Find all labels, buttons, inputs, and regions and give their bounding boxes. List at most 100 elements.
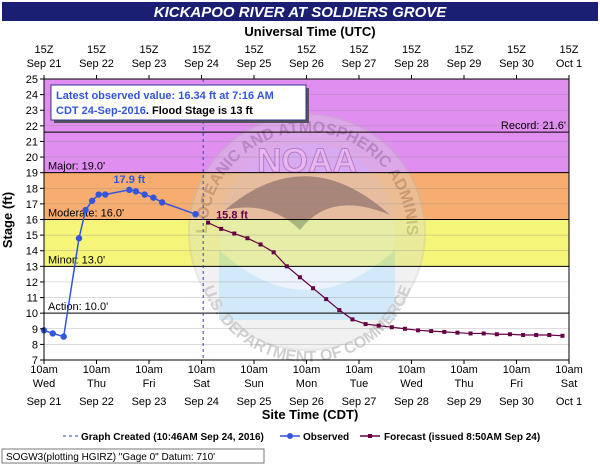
observed-point xyxy=(82,206,89,214)
forecast-point xyxy=(507,332,512,337)
band-minor xyxy=(44,219,569,267)
top-tick-date: Sep 23 xyxy=(132,58,167,70)
top-tick-date: Oct 1 xyxy=(556,58,582,70)
y-tick-label: 24 xyxy=(26,90,38,102)
flood-category-labels: Action: 10.0' Minor: 13.0' Moderate: 16.0'… xyxy=(48,120,566,313)
top-tick-date: Sep 28 xyxy=(394,58,429,70)
forecast-point xyxy=(206,220,211,225)
y-tick-label: 7 xyxy=(32,355,38,367)
latest-value-date: CDT 24-Sep-2016 xyxy=(56,105,146,117)
forecast-series-line xyxy=(207,222,563,337)
category-label-minor: Minor: 13.0' xyxy=(48,254,105,266)
forecast-point xyxy=(311,286,316,291)
top-tick-time: 15Z xyxy=(140,44,159,56)
forecast-point xyxy=(284,264,289,269)
forecast-point xyxy=(402,326,407,331)
forecast-point xyxy=(376,323,381,328)
x-tick-time: 10am xyxy=(450,364,478,376)
y-tick-label: 22 xyxy=(26,121,38,133)
top-tick-time: 15Z xyxy=(402,44,421,56)
x-tick-day: Sat xyxy=(561,378,578,390)
forecast-point xyxy=(245,236,250,241)
forecast-point xyxy=(468,331,473,336)
observed-point xyxy=(192,210,199,218)
forecast-point xyxy=(455,330,460,335)
forecast-point xyxy=(350,317,355,322)
top-tick-date: Sep 27 xyxy=(342,58,377,70)
y-tick-label: 12 xyxy=(26,277,38,289)
chart-legend: Graph Created (10:46AM Sep 24, 2016) Obs… xyxy=(63,432,540,443)
forecast-point xyxy=(416,328,421,333)
top-tick-date: Sep 30 xyxy=(499,58,534,70)
x-tick-date: Sep 26 xyxy=(289,396,324,408)
band-action xyxy=(44,266,569,314)
noaa-logo-center-text: NOAA xyxy=(257,142,357,180)
x-tick-date: Sep 24 xyxy=(184,396,219,408)
bottom-axis-title: Site Time (CDT) xyxy=(262,407,359,422)
x-tick-date: Sep 22 xyxy=(79,396,114,408)
top-tick-time: 15Z xyxy=(192,44,211,56)
y-tick-label: 25 xyxy=(26,74,38,86)
x-tick-time: 10am xyxy=(30,364,58,376)
forecast-point xyxy=(560,333,565,338)
forecast-point xyxy=(271,250,276,255)
y-tick-label: 17 xyxy=(26,199,38,211)
observed-point xyxy=(49,330,56,337)
top-tick-time: 15Z xyxy=(455,44,474,56)
gage-id-text: SOGW3(plotting HGIRZ) "Gage 0" Datum: 71… xyxy=(6,452,215,463)
x-tick-date: Sep 21 xyxy=(27,396,62,408)
y-tick-label: 8 xyxy=(32,339,38,351)
x-tick-day: Mon xyxy=(296,378,317,390)
x-tick-day: Fri xyxy=(510,378,523,390)
forecast-point xyxy=(324,297,329,302)
legend-forecast-label: Forecast (issued 8:50AM Sep 24) xyxy=(384,432,540,443)
forecast-point xyxy=(363,322,368,327)
x-tick-time: 10am xyxy=(345,364,373,376)
chart-title: KICKAPOO RIVER AT SOLDIERS GROVE xyxy=(154,4,448,21)
top-tick-time: 15Z xyxy=(507,44,526,56)
top-tick-date: Sep 25 xyxy=(237,58,272,70)
top-tick-time: 15Z xyxy=(560,44,579,56)
noaa-logo-sea xyxy=(219,250,395,320)
category-label-major: Major: 19.0' xyxy=(48,161,105,173)
x-tick-day: Thu xyxy=(87,378,106,390)
band-moderate xyxy=(44,172,569,220)
observed-point xyxy=(126,186,133,194)
y-tick-label: 10 xyxy=(26,308,38,320)
observed-point xyxy=(132,188,140,195)
forecast-point xyxy=(389,325,394,330)
top-tick-date: Sep 24 xyxy=(184,58,219,70)
y-axis-ticks: 7 8 9 10 11 12 13 14 15 16 17 18 19 20 21 22 23 24 25 xyxy=(26,74,44,367)
top-tick-time: 15Z xyxy=(297,44,316,56)
y-tick-label: 23 xyxy=(26,105,38,117)
x-tick-day: Sun xyxy=(244,378,264,390)
y-tick-label: 21 xyxy=(26,136,38,148)
x-tick-day: Thu xyxy=(455,378,474,390)
annotation-forecast: 15.8 ft xyxy=(216,210,248,222)
category-label-action: Action: 10.0' xyxy=(48,301,108,313)
forecast-point xyxy=(442,329,447,334)
gage-id-frame xyxy=(1,448,265,464)
y-axis-title: Stage (ft) xyxy=(0,192,15,248)
x-tick-day: Fri xyxy=(143,378,156,390)
gage-id-box: SOGW3(plotting HGIRZ) "Gage 0" Datum: 71… xyxy=(1,448,265,464)
top-tick-time: 15Z xyxy=(245,44,264,56)
top-axis-title: Universal Time (UTC) xyxy=(244,24,375,39)
observed-point xyxy=(150,194,157,201)
x-tick-time: 10am xyxy=(503,364,531,376)
legend-graph-created-label: Graph Created (10:46AM Sep 24, 2016) xyxy=(81,432,264,443)
x-tick-time: 10am xyxy=(83,364,111,376)
x-tick-day: Sat xyxy=(193,378,210,390)
y-tick-label: 9 xyxy=(32,324,38,336)
band-normal xyxy=(44,313,569,360)
forecast-point xyxy=(219,226,224,231)
latest-value-line1: Latest observed value: 16.34 ft at 7:16 … xyxy=(56,90,274,102)
bottom-axis-ticks: 10am Wed Sep 21 10am Thu Sep 22 10am Fri Sep 23 1… xyxy=(27,360,583,408)
forecast-point xyxy=(481,331,486,336)
forecast-point xyxy=(429,329,434,334)
legend-forecast-marker xyxy=(368,434,372,438)
annotation-observed: 17.9 ft xyxy=(113,174,145,186)
y-tick-label: 14 xyxy=(26,246,38,258)
legend-observed-marker xyxy=(287,433,293,439)
observed-point xyxy=(60,333,67,340)
